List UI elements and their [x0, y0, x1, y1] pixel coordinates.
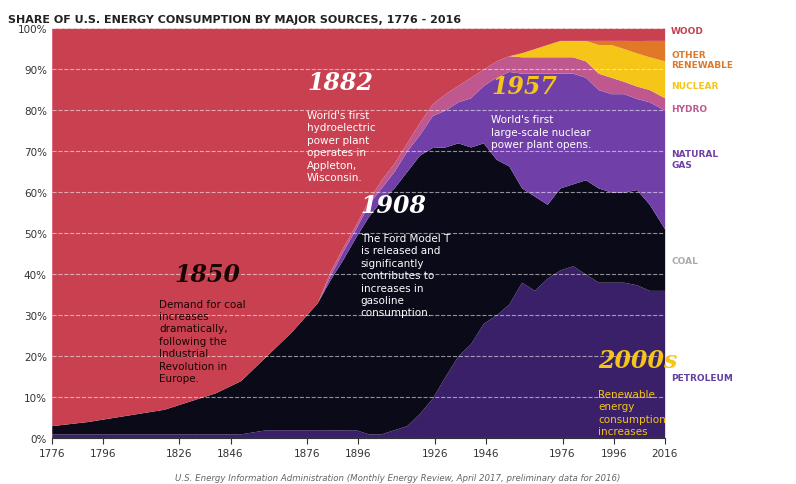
Text: WOOD: WOOD — [671, 27, 704, 36]
Text: 1882: 1882 — [307, 71, 373, 94]
Text: U.S. Energy Information Administration (Monthly Energy Review, April 2017, preli: U.S. Energy Information Administration (… — [175, 472, 621, 482]
Text: NUCLEAR: NUCLEAR — [671, 82, 719, 91]
Text: Demand for coal
increases
dramatically,
following the
Industrial
Revolution in
E: Demand for coal increases dramatically, … — [159, 299, 246, 383]
Text: PETROLEUM: PETROLEUM — [671, 373, 733, 382]
Text: 1908: 1908 — [361, 193, 427, 217]
Text: The Ford Model T
is released and
significantly
contributes to
increases in
gasol: The Ford Model T is released and signifi… — [361, 234, 450, 318]
Text: SHARE OF U.S. ENERGY CONSUMPTION BY MAJOR SOURCES, 1776 - 2016: SHARE OF U.S. ENERGY CONSUMPTION BY MAJO… — [8, 15, 461, 25]
Text: Renewable
energy
consumption
increases: Renewable energy consumption increases — [599, 389, 666, 436]
Text: 2000s: 2000s — [599, 348, 677, 373]
Text: 1850: 1850 — [174, 263, 240, 287]
Text: COAL: COAL — [671, 257, 698, 266]
Text: 1957: 1957 — [491, 75, 557, 99]
Text: OTHER
RENEWABLE: OTHER RENEWABLE — [671, 51, 733, 70]
Text: NATURAL
GAS: NATURAL GAS — [671, 150, 718, 169]
Text: HYDRO: HYDRO — [671, 105, 707, 113]
Text: World's first
hydroelectric
power plant
operates in
Appleton,
Wisconsin.: World's first hydroelectric power plant … — [307, 111, 376, 182]
Text: World's first
large-scale nuclear
power plant opens.: World's first large-scale nuclear power … — [491, 115, 591, 150]
